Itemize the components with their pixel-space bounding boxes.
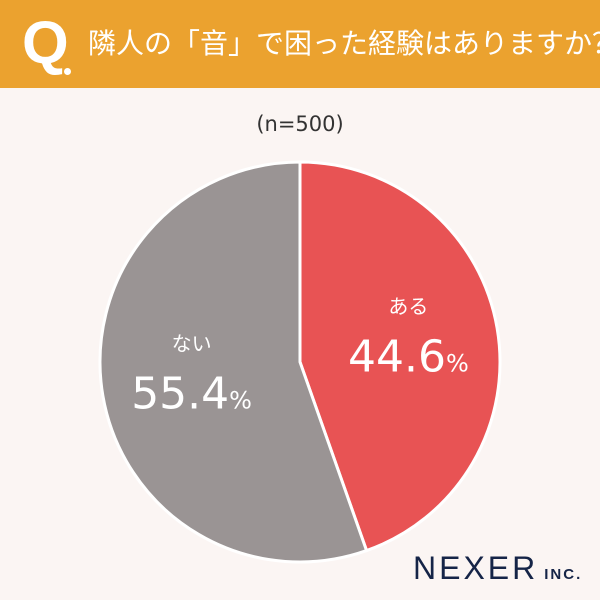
nexer-logo: NEXER INC. [413, 550, 582, 587]
q-dot [64, 68, 71, 75]
pie-slice-1 [98, 160, 369, 564]
percent-unit: % [446, 349, 469, 377]
question-title: 隣人の「音」で困った経験はありますか？ [88, 27, 600, 60]
question-header: Q 隣人の「音」で困った経験はありますか？ [0, 0, 600, 88]
q-mark: Q [22, 9, 69, 76]
pie-slice-0 [298, 160, 502, 553]
slice-value-0: 44.6% [348, 331, 469, 382]
logo-name: NEXER [413, 550, 539, 586]
sample-size: (n=500) [256, 112, 344, 136]
slice-label-1: ない [172, 332, 212, 356]
slice-label-0: ある [388, 294, 428, 318]
percent-unit: % [229, 387, 252, 415]
logo-suffix: INC. [544, 566, 583, 583]
